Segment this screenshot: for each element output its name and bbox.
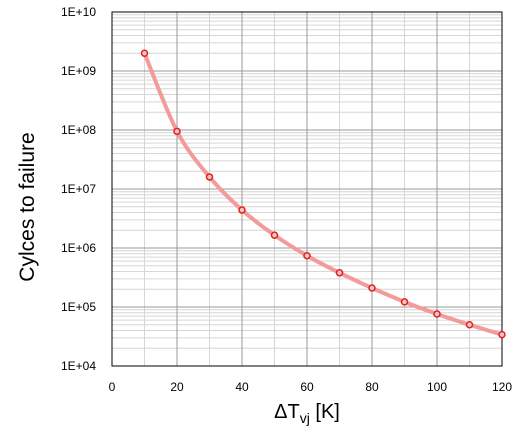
data-point <box>368 284 376 292</box>
x-axis-label: ΔTvj [K] <box>274 401 340 426</box>
x-tick-label: 0 <box>109 380 116 394</box>
series-layer <box>140 49 506 339</box>
data-point <box>140 49 149 57</box>
y-tick-label: 1E+04 <box>61 359 96 373</box>
y-tick-label: 1E+09 <box>61 64 96 78</box>
data-point <box>205 173 214 181</box>
y-tick-label: 1E+08 <box>61 123 96 137</box>
x-tick-labels: 0 20 40 60 80 100 120 <box>109 380 513 394</box>
data-point <box>303 251 311 260</box>
data-point <box>498 330 506 339</box>
data-point <box>238 206 246 214</box>
y-tick-label: 1E+10 <box>61 5 96 19</box>
x-tick-label: 60 <box>300 380 314 394</box>
data-point <box>465 321 474 329</box>
y-tick-label: 1E+05 <box>61 300 96 314</box>
x-tick-label: 20 <box>170 380 184 394</box>
data-point <box>173 127 181 136</box>
x-axis-label-main: T <box>288 401 300 423</box>
data-point <box>400 298 409 306</box>
x-axis-label-sub: vj <box>300 410 310 426</box>
x-tick-label: 80 <box>365 380 379 394</box>
plot-frame <box>111 11 503 367</box>
y-tick-label: 1E+07 <box>61 182 96 196</box>
x-tick-label: 120 <box>492 380 512 394</box>
y-axis-label: Cylces to failure <box>16 132 39 281</box>
x-tick-label: 40 <box>235 380 249 394</box>
series-line <box>142 51 504 337</box>
x-axis-label-delta: Δ <box>274 401 287 423</box>
y-tick-labels: 1E+04 1E+05 1E+06 1E+07 1E+08 1E+09 1E+10 <box>61 5 96 373</box>
data-point <box>270 231 279 239</box>
y-tick-label: 1E+06 <box>61 241 96 255</box>
data-point <box>335 269 344 277</box>
x-axis-label-unit: [K] <box>310 401 340 423</box>
x-tick-label: 100 <box>427 380 447 394</box>
data-point <box>433 310 441 318</box>
